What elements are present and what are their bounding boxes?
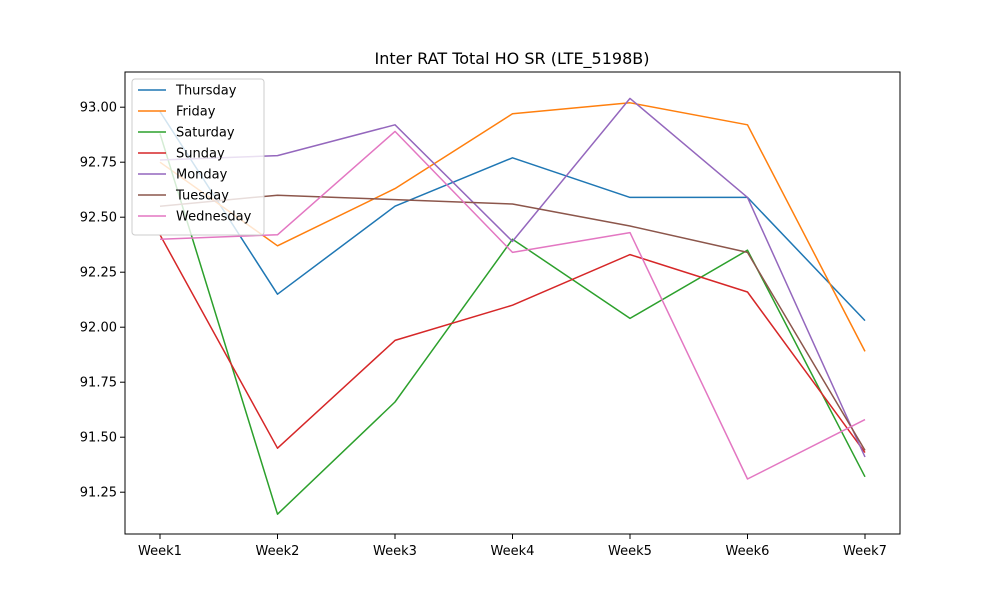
y-tick-label: 92.75: [80, 156, 117, 171]
series-line-monday: [159, 97, 866, 458]
series-line-wednesday: [159, 130, 866, 480]
x-tick-label: Week5: [608, 544, 652, 559]
series-line-thursday: [159, 111, 866, 322]
legend-label: Saturday: [176, 126, 235, 141]
y-tick-label: 92.50: [80, 211, 117, 226]
legend: Thursday Friday Saturday Sunday Monday Tuesda…: [131, 78, 265, 236]
legend-label: Friday: [176, 105, 216, 120]
y-tick-label: 93.00: [80, 101, 117, 116]
legend-label: Thursday: [175, 84, 237, 99]
legend-box: [131, 78, 265, 236]
x-tick-label: Week7: [843, 544, 887, 559]
series-line-sunday: [159, 234, 866, 454]
x-tick-label: Week3: [373, 544, 417, 559]
x-axis: Week1 Week2 Week3 Week4 Week5 Week6 Week7: [138, 534, 887, 559]
series-line-saturday: [159, 133, 866, 515]
legend-label: Wednesday: [176, 210, 252, 225]
series-line-tuesday: [159, 194, 866, 451]
y-axis: 91.25 91.50 91.75 92.00 92.25 92.50 92.75 93.00: [80, 101, 125, 501]
y-tick-label: 91.25: [80, 486, 117, 501]
x-tick-label: Week2: [256, 544, 300, 559]
x-tick-label: Week4: [491, 544, 535, 559]
series-line-friday: [159, 102, 866, 352]
y-tick-label: 92.00: [80, 321, 117, 336]
y-tick-label: 91.75: [80, 376, 117, 391]
series-lines: [159, 97, 866, 515]
legend-label: Monday: [176, 168, 228, 183]
y-tick-label: 91.50: [80, 431, 117, 446]
legend-label: Tuesday: [175, 189, 229, 204]
legend-label: Sunday: [176, 147, 225, 162]
x-tick-label: Week1: [138, 544, 182, 559]
y-tick-label: 92.25: [80, 266, 117, 281]
chart-title: Inter RAT Total HO SR (LTE_5198B): [375, 49, 650, 69]
x-tick-label: Week6: [726, 544, 770, 559]
